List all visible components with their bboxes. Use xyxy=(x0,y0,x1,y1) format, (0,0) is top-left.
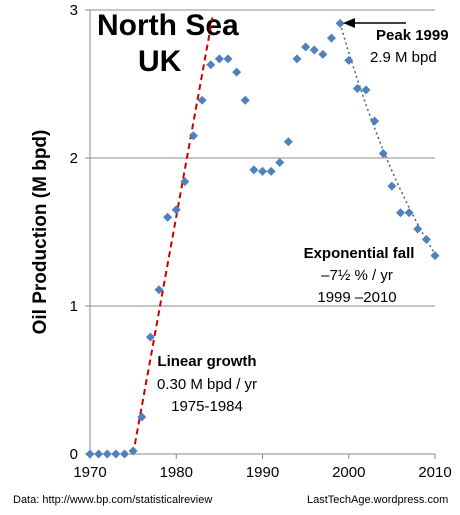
data-point xyxy=(283,137,293,147)
linear-annotation-line1: Linear growth xyxy=(157,353,256,370)
data-point xyxy=(335,18,345,28)
data-point xyxy=(421,234,431,244)
exp-annotation-line3: 1999 –2010 xyxy=(317,289,396,306)
data-point xyxy=(404,208,414,218)
data-point xyxy=(292,54,302,64)
linear-annotation-line2: 0.30 M bpd / yr xyxy=(157,376,257,393)
data-point xyxy=(154,285,164,295)
x-tick-label: 2000 xyxy=(332,464,365,481)
data-point xyxy=(387,181,397,191)
data-point xyxy=(232,67,242,77)
y-tick-label: 0 xyxy=(70,446,78,463)
chart-title-line2: UK xyxy=(138,45,182,78)
peak-label: Peak 1999 xyxy=(376,27,449,44)
data-point xyxy=(275,157,285,167)
y-axis-label: Oil Production (M bpd) xyxy=(30,130,51,335)
data-point xyxy=(85,449,95,459)
data-point xyxy=(327,33,336,43)
data-point xyxy=(240,95,250,105)
data-source-footer: Data: http://www.bp.com/statisticalrevie… xyxy=(13,494,212,506)
data-point xyxy=(163,212,173,222)
data-point xyxy=(145,332,155,342)
data-point xyxy=(171,205,181,215)
x-tick-label: 2010 xyxy=(418,464,451,481)
data-point xyxy=(430,251,440,261)
data-point xyxy=(206,60,216,70)
gridlines xyxy=(85,9,436,459)
data-point xyxy=(94,449,104,459)
linear-annotation-line3: 1975-1984 xyxy=(171,398,243,415)
data-point xyxy=(309,45,319,55)
y-tick-label: 3 xyxy=(70,2,78,19)
linear-fit-line xyxy=(132,17,214,455)
x-tick-label: 1980 xyxy=(160,464,193,481)
data-point xyxy=(223,54,233,64)
data-point xyxy=(197,95,207,105)
peak-annotation-line1: Peak 1999 xyxy=(376,27,449,44)
data-points xyxy=(85,18,440,459)
data-point xyxy=(249,165,259,175)
data-point xyxy=(318,49,328,59)
exponential-fit-line xyxy=(339,23,436,255)
data-point xyxy=(128,446,138,456)
data-point xyxy=(180,177,190,187)
x-tick-label: 1990 xyxy=(246,464,279,481)
peak-annotation-line2: 2.9 M bpd xyxy=(370,49,437,66)
data-point xyxy=(344,55,354,65)
data-point xyxy=(378,149,388,159)
data-point xyxy=(266,166,276,176)
data-point xyxy=(137,412,147,422)
exp-annotation-line1: Exponential fall xyxy=(304,245,415,262)
y-tick-labels: 0 1 2 3 xyxy=(70,2,78,463)
data-point xyxy=(361,85,371,95)
x-tick-labels: 1970 1980 1990 2000 2010 xyxy=(73,464,451,481)
data-point xyxy=(301,42,311,52)
data-point xyxy=(370,116,380,126)
data-point xyxy=(214,54,224,64)
y-tick-label: 2 xyxy=(70,150,78,167)
x-tick-label: 1970 xyxy=(73,464,106,481)
data-point xyxy=(352,83,362,93)
peak-arrow xyxy=(343,18,406,28)
data-point xyxy=(111,449,121,459)
data-point xyxy=(413,224,423,234)
website-footer: LastTechAge.wordpress.com xyxy=(307,494,448,506)
y-tick-label: 1 xyxy=(70,298,78,315)
data-point xyxy=(396,208,405,218)
exp-annotation-line2: –7½ % / yr xyxy=(321,267,393,284)
chart-title-line1: North Sea xyxy=(97,9,239,42)
data-point xyxy=(189,131,198,141)
data-point xyxy=(102,449,112,459)
data-point xyxy=(258,166,267,176)
trend-lines xyxy=(132,17,436,455)
data-point xyxy=(120,449,129,459)
